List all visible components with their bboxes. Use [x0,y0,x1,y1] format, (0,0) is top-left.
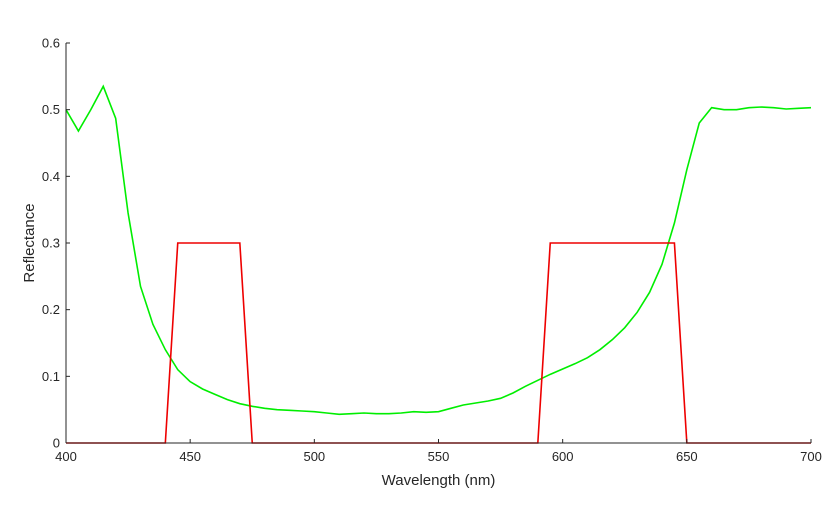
y-tick-label: 0.1 [42,369,60,384]
y-axis-label: Reflectance [21,203,38,282]
series-layer [65,84,812,444]
y-tick-label: 0.6 [42,36,60,51]
x-tick-label: 600 [552,449,574,464]
reflectance-curve-red [66,242,811,444]
x-axis-label: Wavelength (nm) [382,472,496,489]
x-tick-label: 550 [428,449,450,464]
y-tick-label: 0.2 [42,302,60,317]
x-tick-label: 650 [676,449,698,464]
reflectance-curve-green [65,84,812,416]
x-tick-label: 500 [303,449,325,464]
y-tick-label: 0.4 [42,169,60,184]
axes: 400 450 500 550 600 650 700 0 0.1 0.2 0.3 0.4 0.5 0.6 [42,36,822,465]
y-tick-label: 0 [53,436,60,451]
x-tick-label: 450 [179,449,201,464]
y-tick-label: 0.5 [42,102,60,117]
x-tick-label: 700 [800,449,822,464]
y-tick-label: 0.3 [42,236,60,251]
x-tick-label: 400 [55,449,77,464]
